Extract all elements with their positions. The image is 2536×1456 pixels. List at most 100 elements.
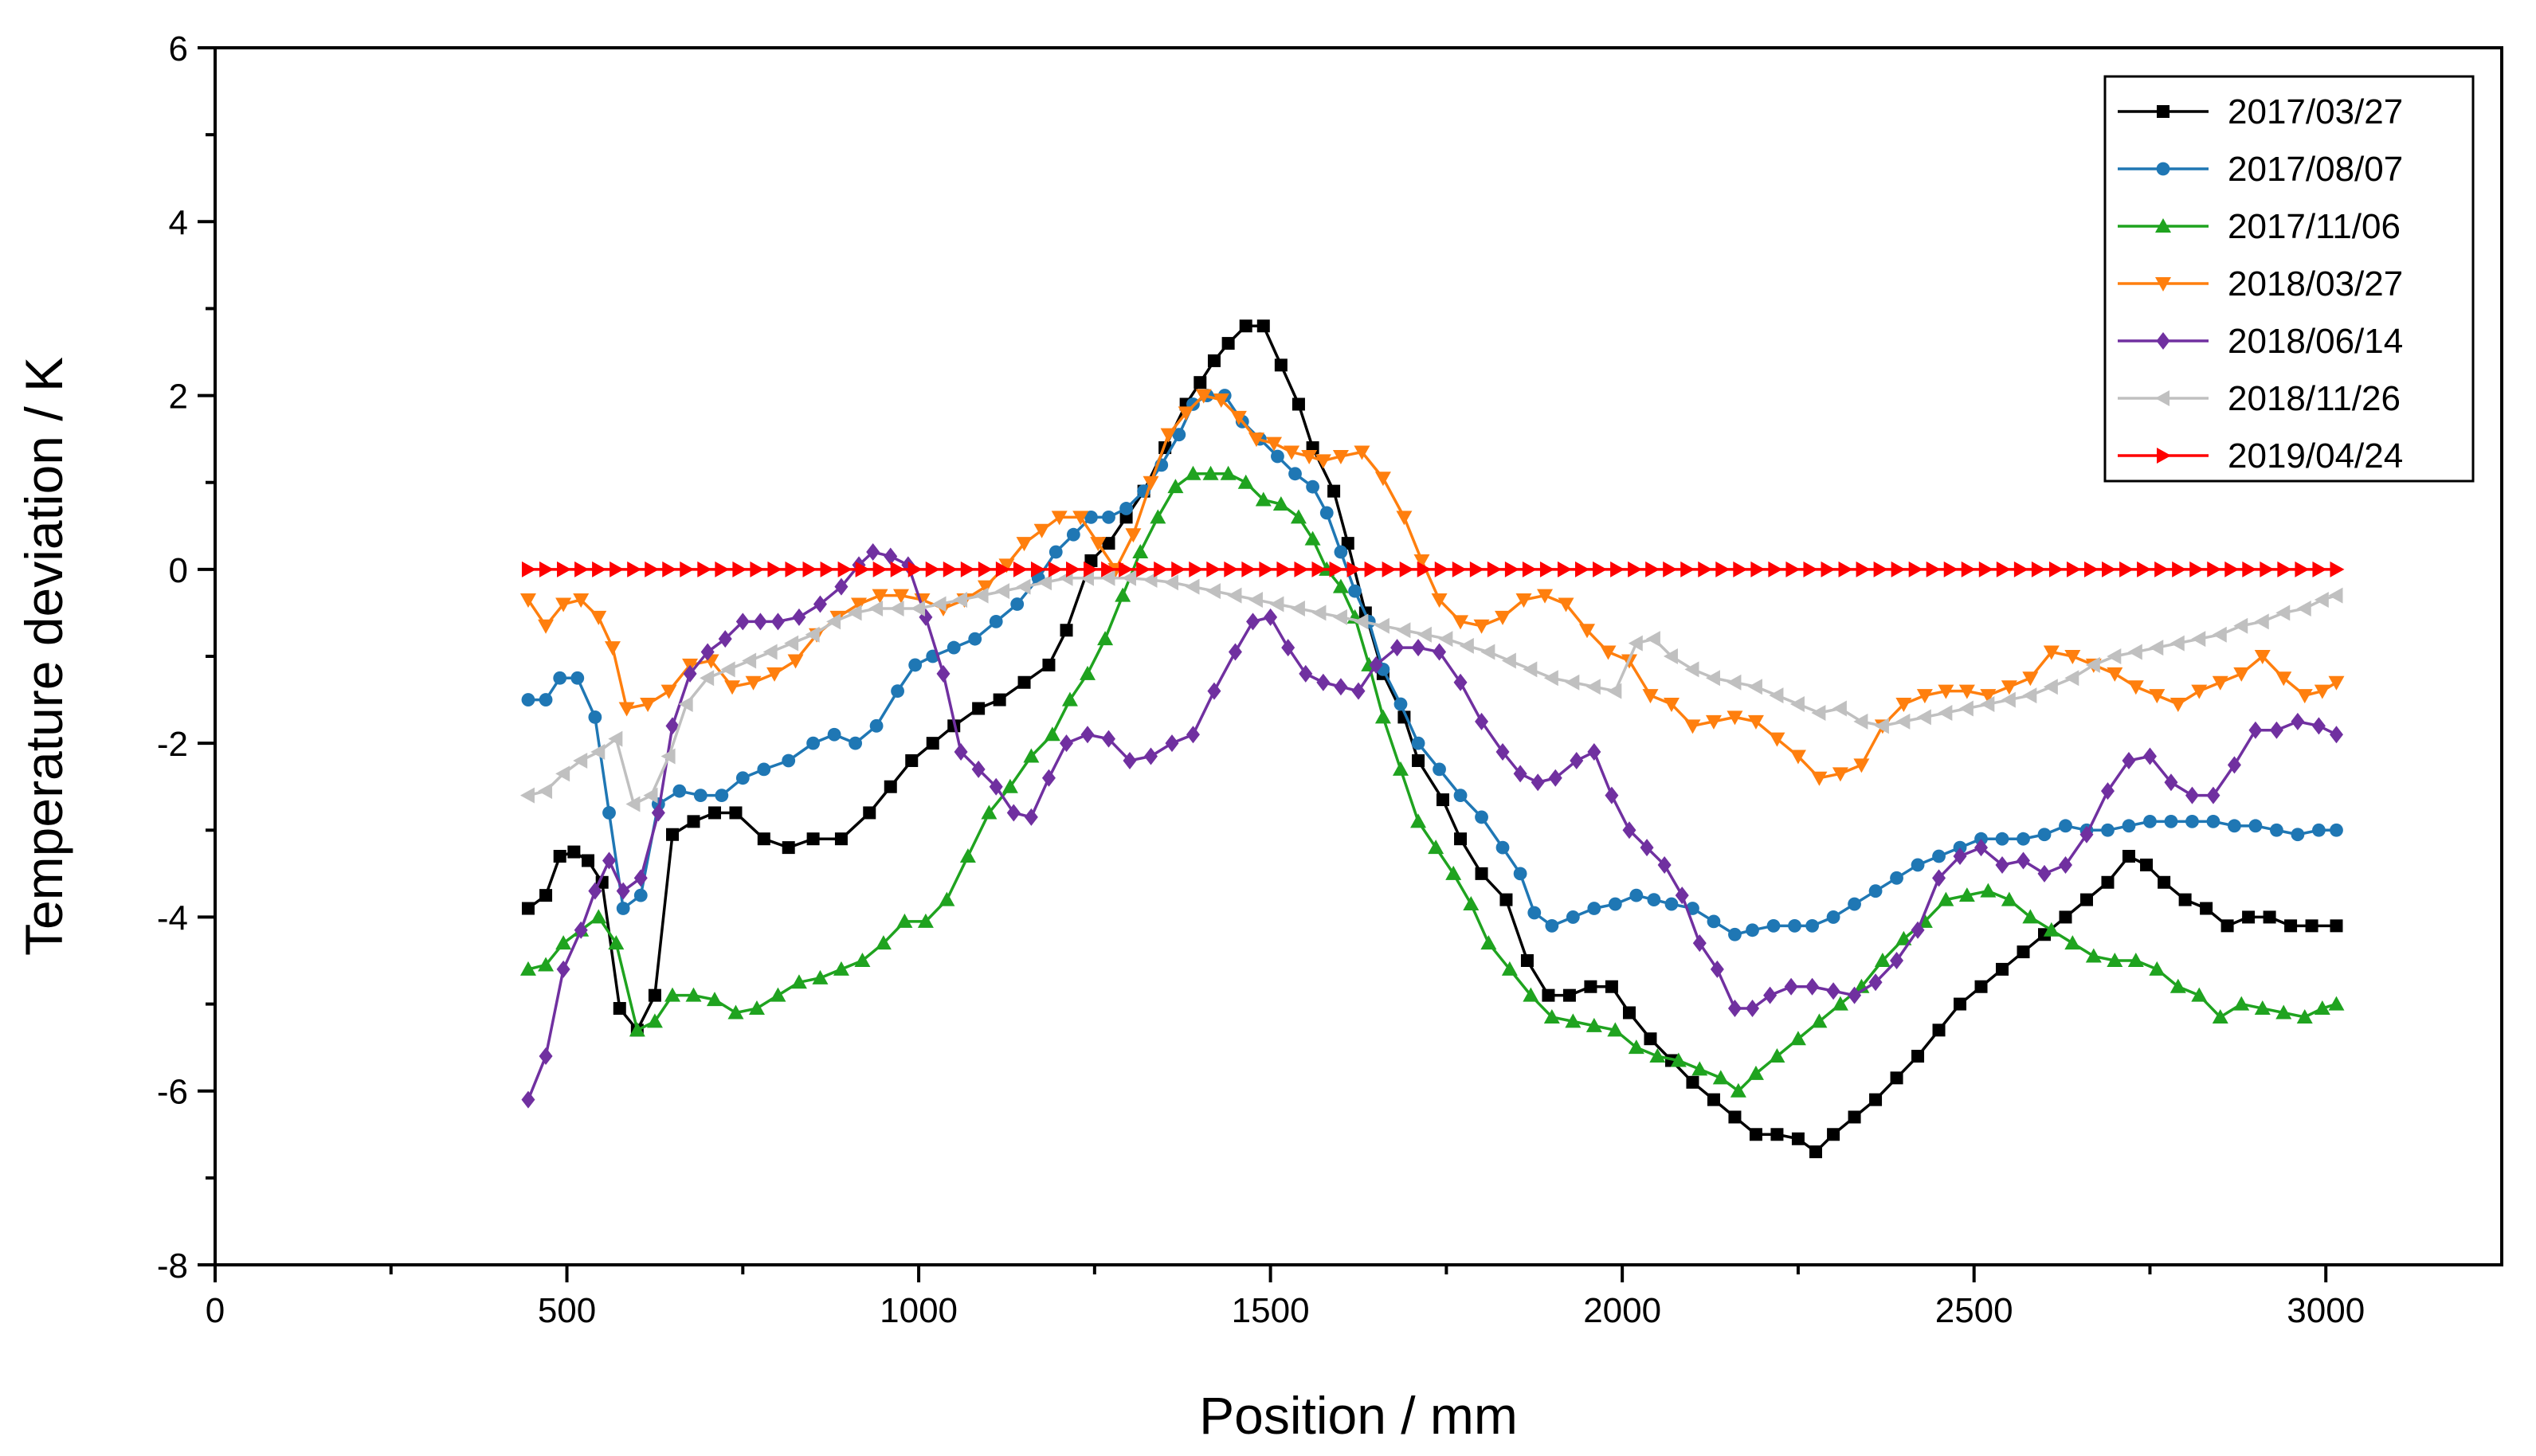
data-point-triangle-up xyxy=(896,913,913,928)
data-point-triangle-down xyxy=(1090,537,1107,552)
series-2017-03-27 xyxy=(521,319,2343,1159)
data-point-diamond xyxy=(2156,332,2170,350)
data-point-triangle-left xyxy=(660,748,676,765)
data-point-triangle-left xyxy=(1607,683,1622,699)
data-point-diamond xyxy=(1868,973,1883,992)
data-point-triangle-down xyxy=(640,698,657,713)
data-point-circle xyxy=(947,640,961,655)
data-point-triangle-down xyxy=(1938,684,1954,699)
data-point-square xyxy=(2242,910,2256,924)
data-point-circle xyxy=(1513,867,1527,881)
data-point-diamond xyxy=(1531,773,1545,792)
data-point-circle xyxy=(2059,819,2072,833)
data-point-triangle-down xyxy=(1143,476,1159,491)
data-point-triangle-down xyxy=(1230,410,1247,425)
data-point-square xyxy=(1060,624,1073,637)
data-point-triangle-down xyxy=(1558,597,1574,613)
data-point-triangle-up xyxy=(1080,665,1096,680)
data-point-diamond xyxy=(1246,613,1260,631)
data-point-triangle-right xyxy=(2224,561,2240,577)
data-point-triangle-right xyxy=(2013,561,2028,577)
data-point-triangle-down xyxy=(1853,758,1870,773)
data-point-diamond xyxy=(1264,608,1278,626)
data-point-triangle-up xyxy=(790,974,807,989)
data-point-triangle-up xyxy=(1044,726,1060,742)
data-point-square xyxy=(1292,397,1305,411)
data-point-triangle-right xyxy=(1434,561,1449,577)
data-point-triangle-left xyxy=(2170,635,2185,652)
data-point-triangle-left xyxy=(2212,626,2227,643)
data-point-square xyxy=(2305,919,2318,933)
data-point-triangle-down xyxy=(1537,589,1554,604)
data-point-square xyxy=(648,988,661,1002)
data-point-diamond xyxy=(1143,747,1158,765)
data-point-triangle-right xyxy=(1522,561,1537,577)
data-point-circle xyxy=(782,753,796,768)
data-point-square xyxy=(2059,910,2072,924)
y-tick-label: 0 xyxy=(169,551,188,590)
data-point-diamond xyxy=(866,543,880,562)
data-point-diamond xyxy=(616,882,630,900)
data-point-triangle-right xyxy=(1873,561,1888,577)
data-point-triangle-up xyxy=(2043,922,2060,937)
data-point-diamond xyxy=(1692,934,1707,953)
data-point-triangle-down xyxy=(766,667,783,682)
data-point-triangle-up xyxy=(1185,465,1201,480)
data-point-square xyxy=(1749,1128,1762,1141)
data-point-triangle-down xyxy=(555,597,572,613)
data-point-triangle-right xyxy=(2242,561,2257,577)
data-point-triangle-right xyxy=(872,561,888,577)
data-point-triangle-up xyxy=(685,987,702,1002)
data-point-triangle-right xyxy=(1154,561,1169,577)
data-point-triangle-down xyxy=(2254,650,2271,664)
data-point-square xyxy=(1327,484,1341,498)
data-point-triangle-right xyxy=(855,561,870,577)
data-point-triangle-right xyxy=(1856,561,1871,577)
data-point-diamond xyxy=(2227,756,2241,774)
y-tick-label: -4 xyxy=(157,898,188,937)
data-point-triangle-down xyxy=(2233,667,2250,682)
series-2018-11-26 xyxy=(519,569,2343,812)
data-point-triangle-right xyxy=(1996,561,2011,577)
data-point-triangle-left xyxy=(1143,571,1158,588)
data-point-diamond xyxy=(884,547,898,566)
data-point-triangle-left xyxy=(573,752,588,769)
data-point-diamond xyxy=(602,851,617,870)
data-point-circle xyxy=(1766,918,1781,933)
data-point-triangle-right xyxy=(1452,561,1467,577)
data-point-triangle-right xyxy=(1013,561,1028,577)
data-point-triangle-right xyxy=(610,561,625,577)
data-point-diamond xyxy=(1123,751,1137,769)
data-point-triangle-up xyxy=(2254,1000,2271,1016)
data-point-triangle-right xyxy=(1715,561,1731,577)
data-point-triangle-down xyxy=(1684,719,1701,734)
data-point-square xyxy=(666,828,679,841)
data-point-triangle-down xyxy=(851,597,868,613)
data-point-triangle-down xyxy=(618,702,635,717)
data-point-triangle-left xyxy=(590,744,606,761)
data-point-diamond xyxy=(813,595,827,613)
y-tick-label: -6 xyxy=(157,1073,188,1112)
data-point-triangle-right xyxy=(1030,561,1045,577)
data-point-circle xyxy=(757,762,771,777)
data-point-triangle-right xyxy=(1417,561,1432,577)
data-point-triangle-up xyxy=(1255,491,1272,507)
data-point-triangle-right xyxy=(907,561,923,577)
data-point-square xyxy=(1274,358,1288,372)
legend-label: 2017/11/06 xyxy=(2228,207,2401,246)
data-point-circle xyxy=(1566,910,1580,924)
data-point-circle xyxy=(2143,814,2157,828)
data-point-triangle-right xyxy=(2207,561,2222,577)
data-point-triangle-left xyxy=(2107,648,2122,664)
data-point-circle xyxy=(1334,545,1348,559)
data-point-triangle-up xyxy=(646,1013,663,1028)
data-point-triangle-up xyxy=(2085,948,2102,963)
data-point-triangle-right xyxy=(1610,561,1625,577)
data-point-circle xyxy=(1707,914,1721,929)
data-point-triangle-right xyxy=(574,561,590,577)
data-point-triangle-left xyxy=(1684,661,1699,678)
data-point-triangle-right xyxy=(1628,561,1643,577)
data-point-square xyxy=(834,832,848,846)
data-point-diamond xyxy=(2037,864,2052,883)
